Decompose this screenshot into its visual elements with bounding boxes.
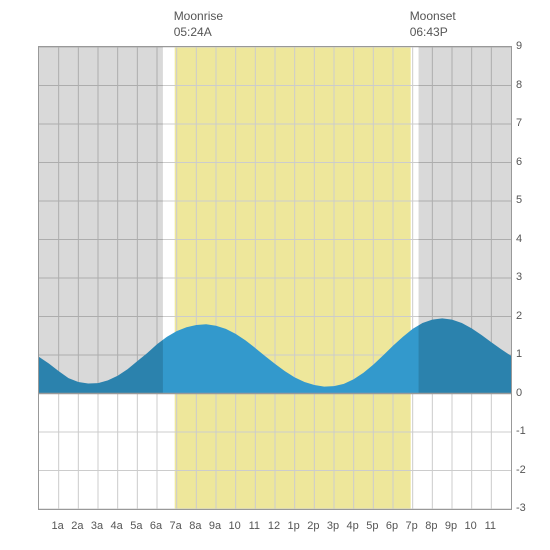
tide-chart: Moonrise 05:24A Moonset 06:43P -3 -2 -1 0 1 2… [0, 0, 550, 550]
x-axis: 1a2a3a4a5a6a7a8a9a1011121p2p3p4p5p6p7p8p… [38, 512, 510, 532]
y-tick-label: -1 [516, 425, 536, 437]
y-tick-label: 6 [516, 156, 536, 168]
y-tick-label: 0 [516, 387, 536, 399]
y-tick-label: 2 [516, 310, 536, 322]
y-tick-label: 4 [516, 233, 536, 245]
moonset-label: Moonset 06:43P [410, 8, 456, 40]
moonrise-time: 05:24A [174, 25, 212, 39]
y-tick-label: -3 [516, 502, 536, 514]
y-tick-label: -2 [516, 464, 536, 476]
x-tick-label: 11 [478, 520, 502, 532]
plot-area [38, 46, 512, 510]
moonrise-label: Moonrise 05:24A [174, 8, 223, 40]
y-tick-label: 3 [516, 271, 536, 283]
moonset-time: 06:43P [410, 25, 448, 39]
moonset-title: Moonset [410, 9, 456, 23]
y-tick-label: 7 [516, 117, 536, 129]
y-tick-label: 5 [516, 194, 536, 206]
y-tick-label: 1 [516, 348, 536, 360]
moonrise-title: Moonrise [174, 9, 223, 23]
chart-svg [39, 47, 511, 509]
y-tick-label: 8 [516, 79, 536, 91]
y-tick-label: 9 [516, 40, 536, 52]
